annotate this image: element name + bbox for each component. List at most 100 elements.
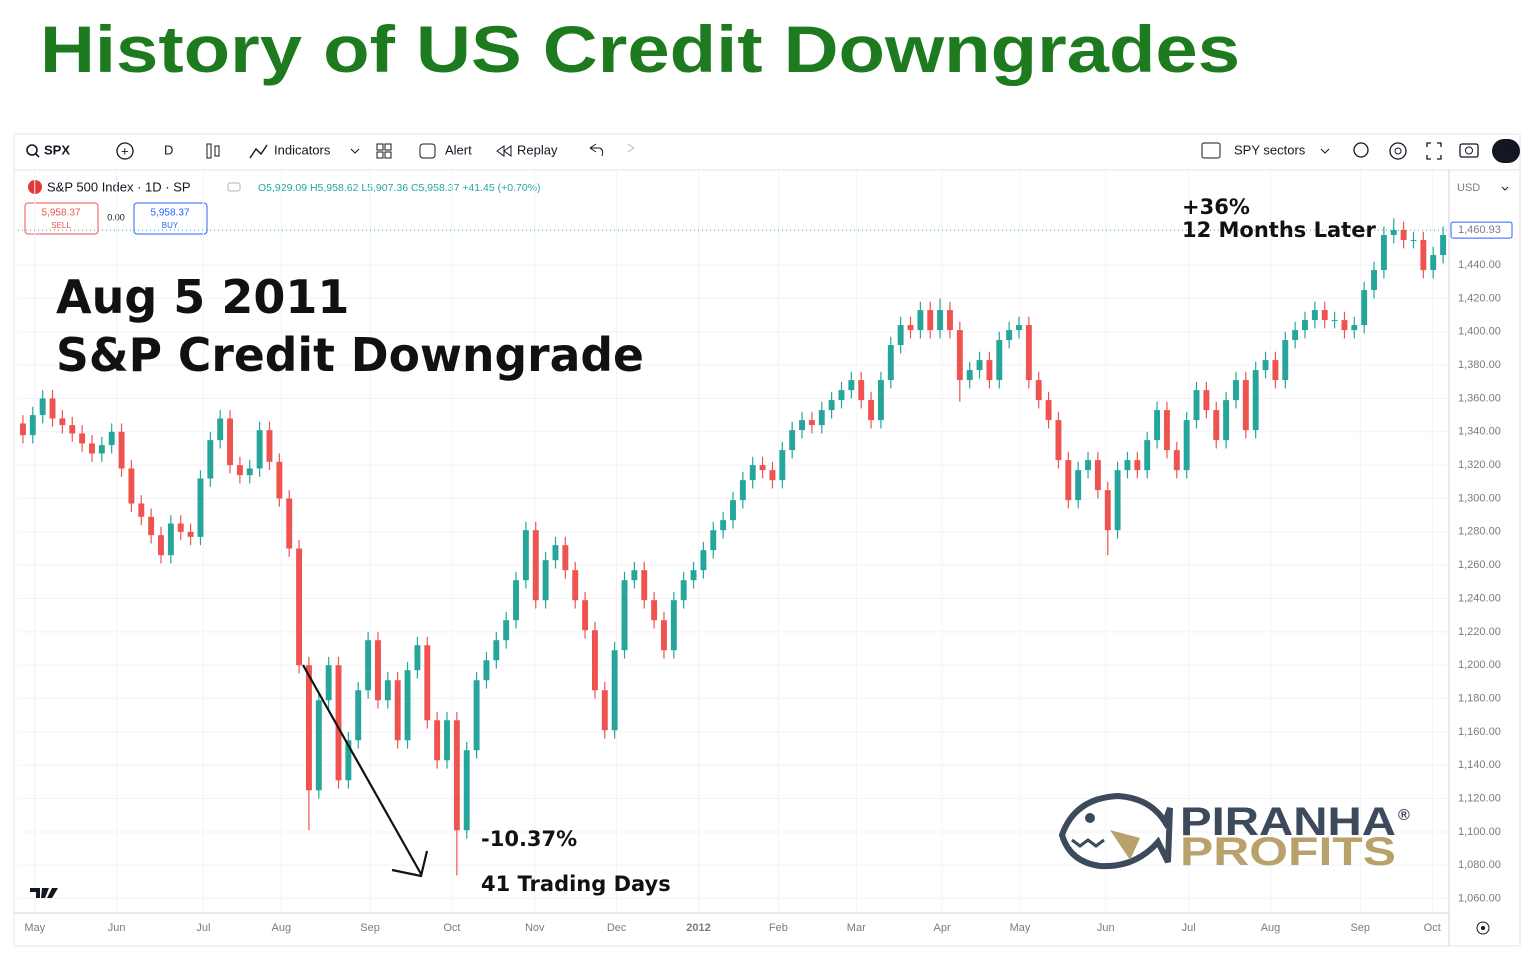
candle-body xyxy=(434,720,441,761)
candle-body xyxy=(1361,290,1368,326)
candle-body xyxy=(996,340,1003,381)
indicators-icon xyxy=(249,144,268,159)
candle-body xyxy=(1321,310,1328,321)
candle-body xyxy=(424,645,431,721)
buy-button[interactable] xyxy=(133,202,208,235)
snapshot-button xyxy=(1465,146,1473,155)
x-tick-label: Oct xyxy=(443,922,460,934)
symbol[interactable]: SPX xyxy=(44,142,70,157)
interval[interactable]: D xyxy=(164,142,173,157)
alert-button[interactable]: Alert xyxy=(445,142,472,157)
layouts-icon[interactable] xyxy=(376,143,392,159)
candle-body xyxy=(789,430,796,451)
avatar[interactable] xyxy=(1492,139,1520,163)
snapshot-button[interactable] xyxy=(1459,143,1479,158)
candle-body xyxy=(591,630,598,691)
candle-body xyxy=(611,650,618,731)
y-tick-label: 1,200.00 xyxy=(1458,659,1501,671)
candle-body xyxy=(828,400,835,411)
candle-body xyxy=(1154,410,1161,441)
candle-body xyxy=(148,516,155,536)
candle-body xyxy=(927,310,934,331)
candle-body xyxy=(167,523,174,556)
add-symbol-plus: + xyxy=(121,143,129,158)
x-tick-label: Sep xyxy=(1350,922,1370,934)
x-tick-label: Jun xyxy=(1097,922,1115,934)
watchlist-button[interactable]: SPY sectors xyxy=(1234,142,1306,157)
candle-body xyxy=(937,310,944,331)
x-tick-label: Jul xyxy=(196,922,210,934)
candle-body xyxy=(868,400,875,421)
redo-button[interactable] xyxy=(627,143,635,153)
candle-body xyxy=(1016,325,1022,331)
y-tick-label: 1,280.00 xyxy=(1458,526,1501,538)
settings-button[interactable] xyxy=(1389,142,1407,160)
candle-body xyxy=(325,665,332,701)
candle-body xyxy=(1351,325,1358,331)
x-tick-label: Nov xyxy=(525,922,545,934)
candle-body xyxy=(700,550,707,571)
candle-body xyxy=(1213,410,1220,441)
candle-body xyxy=(1006,330,1013,341)
candle-body xyxy=(739,480,746,501)
y-tick-label: 1,300.00 xyxy=(1458,492,1501,504)
candle-body xyxy=(1410,240,1417,242)
y-tick-label: 1,320.00 xyxy=(1458,459,1501,471)
search-icon[interactable] xyxy=(26,144,38,156)
currency-label[interactable]: USD xyxy=(1457,182,1480,194)
x-tick-label: Sep xyxy=(360,922,380,934)
add-symbol[interactable] xyxy=(116,142,134,160)
candle-body xyxy=(680,580,687,601)
candle-body xyxy=(355,690,362,741)
replay-button[interactable]: Replay xyxy=(517,142,558,157)
candle-body xyxy=(335,665,342,781)
candle-body xyxy=(463,750,470,831)
y-tick-label: 1,180.00 xyxy=(1458,692,1501,704)
candle-body xyxy=(1183,420,1190,471)
candle-body xyxy=(907,325,914,331)
fullscreen-button[interactable] xyxy=(1426,142,1442,160)
candle-body xyxy=(217,418,224,441)
quick-search[interactable] xyxy=(1353,142,1369,158)
x-tick-label: Jul xyxy=(1182,922,1196,934)
candle-body xyxy=(39,398,46,416)
axis-settings xyxy=(1481,926,1485,930)
y-tick-label: 1,140.00 xyxy=(1458,759,1501,771)
candle-body xyxy=(384,680,391,701)
candle-body xyxy=(986,360,993,381)
axis-settings[interactable] xyxy=(1476,921,1490,935)
candle-body xyxy=(1065,460,1072,501)
candle-body xyxy=(1085,460,1091,471)
candle-body xyxy=(236,465,243,476)
logo: PIRANHA ® PROFITS xyxy=(1058,792,1410,874)
candle-body xyxy=(956,330,963,381)
candle-body xyxy=(493,640,500,661)
candle-body xyxy=(1390,230,1397,236)
candle-body xyxy=(1400,230,1407,241)
tv-logo xyxy=(30,888,58,898)
chart-type-icon[interactable] xyxy=(206,143,212,159)
candle-body xyxy=(138,503,145,517)
legend: S&P 500 Index · 1D · SP O5,929.09 H5,958… xyxy=(24,179,541,235)
logo-line1: PIRANHA xyxy=(1180,800,1396,844)
y-tick-label: 1,360.00 xyxy=(1458,392,1501,404)
legend-toggle[interactable] xyxy=(227,182,241,192)
indicators-button[interactable]: Indicators xyxy=(274,142,331,157)
candle-body xyxy=(414,645,421,671)
grid xyxy=(18,170,1449,912)
candle-body xyxy=(513,580,519,621)
candle-body xyxy=(1104,490,1111,531)
candle-body xyxy=(375,640,381,701)
candle-body xyxy=(286,498,293,549)
candle-body xyxy=(296,548,303,666)
y-tick-label: 1,160.00 xyxy=(1458,726,1501,738)
x-tick-label: May xyxy=(24,922,45,934)
drop-arrow xyxy=(302,664,429,878)
candle-body xyxy=(887,345,894,381)
undo-button[interactable] xyxy=(589,143,604,157)
sell-button[interactable] xyxy=(24,202,99,235)
y-tick-label: 1,260.00 xyxy=(1458,559,1501,571)
y-tick-label: 1,220.00 xyxy=(1458,626,1501,638)
y-tick-label: 1,060.00 xyxy=(1458,893,1501,905)
y-tick-label: 1,080.00 xyxy=(1458,859,1501,871)
